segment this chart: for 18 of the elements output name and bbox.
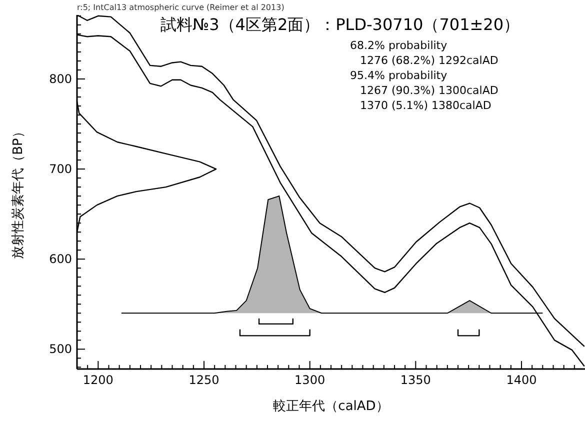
x-tick-label: 1350 — [400, 373, 431, 387]
annotation: 68.2% probability — [350, 38, 448, 53]
annotation: 1267 (90.3%) 1300calAD — [359, 83, 498, 98]
x-tick-label: 1250 — [188, 373, 220, 387]
annotation: 95.4% probability — [350, 68, 448, 83]
y-tick-label: 500 — [49, 342, 72, 356]
x-tick-label: 1300 — [294, 373, 326, 387]
y-axis-title: 放射性炭素年代（BP） — [10, 125, 27, 259]
y-tick-label: 700 — [49, 162, 72, 176]
x-tick-label: 1400 — [506, 373, 537, 387]
annotation: 1276 (68.2%) 1292calAD — [359, 53, 498, 68]
y-tick-label: 600 — [49, 252, 72, 266]
x-axis-title: 較正年代（calAD） — [272, 398, 390, 415]
text: r:5; IntCal13 atmospheric curve (Reimer et al 2013) — [77, 3, 284, 12]
annotation: 1370 (5.1%) 1380calAD — [359, 98, 492, 113]
chart-title: 試料№3（4区第2面）：PLD-30710（701±20） — [159, 15, 521, 36]
x-tick-label: 1200 — [82, 373, 114, 387]
y-tick-label: 800 — [49, 72, 72, 86]
